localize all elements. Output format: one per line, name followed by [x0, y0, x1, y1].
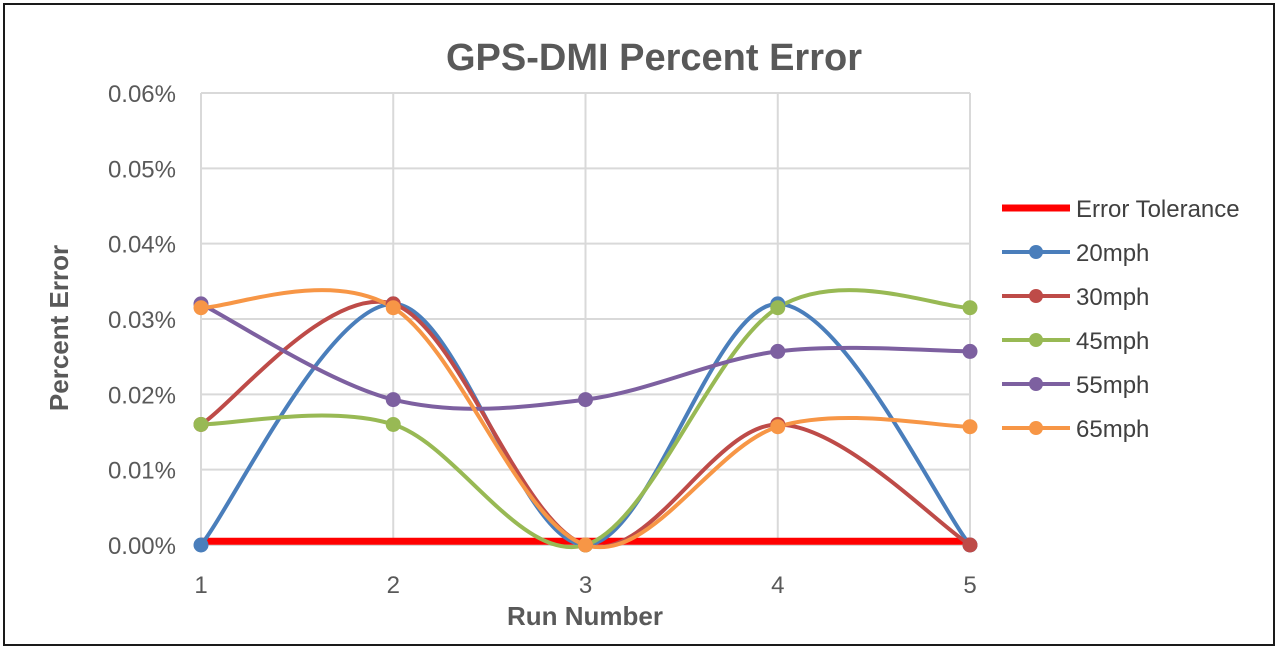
- x-axis-label: Run Number: [507, 601, 663, 631]
- data-point-65mph: [193, 300, 209, 316]
- data-point-55mph: [770, 343, 786, 359]
- legend: Error Tolerance 20mph 30mph 45mph 55mph 65mph: [1002, 196, 1240, 443]
- x-tick-label: 1: [194, 572, 207, 599]
- y-tick-label: 0.02%: [108, 382, 176, 409]
- data-point-45mph: [385, 416, 401, 432]
- x-tick-label: 5: [963, 572, 976, 599]
- legend-label-55mph: 55mph: [1076, 372, 1149, 399]
- x-axis-ticks: 1 2 3 4 5: [194, 572, 976, 599]
- x-tick-label: 3: [579, 572, 592, 599]
- data-point-55mph: [385, 392, 401, 408]
- legend-marker-20mph: [1029, 245, 1043, 259]
- gridlines: [200, 92, 971, 546]
- series-markers: [193, 296, 978, 553]
- data-point-45mph: [770, 300, 786, 316]
- y-tick-label: 0.05%: [108, 156, 176, 183]
- data-point-30mph: [962, 537, 978, 553]
- legend-marker-65mph: [1029, 421, 1043, 435]
- data-point-45mph: [962, 300, 978, 316]
- legend-label-20mph: 20mph: [1076, 240, 1149, 267]
- y-tick-label: 0.04%: [108, 232, 176, 259]
- data-point-45mph: [193, 416, 209, 432]
- x-tick-label: 4: [771, 572, 784, 599]
- legend-marker-45mph: [1029, 333, 1043, 347]
- data-point-55mph: [962, 343, 978, 359]
- legend-marker-55mph: [1029, 377, 1043, 391]
- legend-label-65mph: 65mph: [1076, 416, 1149, 443]
- chart-title: GPS-DMI Percent Error: [446, 37, 862, 79]
- data-point-65mph: [962, 419, 978, 435]
- legend-label-error-tolerance: Error Tolerance: [1076, 196, 1240, 223]
- legend-marker-30mph: [1029, 289, 1043, 303]
- y-tick-label: 0.03%: [108, 307, 176, 334]
- data-point-65mph: [770, 419, 786, 435]
- data-point-65mph: [385, 300, 401, 316]
- y-tick-label: 0.01%: [108, 458, 176, 485]
- y-axis-label: Percent Error: [44, 245, 74, 411]
- legend-label-45mph: 45mph: [1076, 328, 1149, 355]
- data-point-55mph: [578, 392, 593, 408]
- data-point-20mph: [193, 537, 209, 553]
- legend-label-30mph: 30mph: [1076, 284, 1149, 311]
- y-axis-ticks: 0.00% 0.01% 0.02% 0.03% 0.04% 0.05% 0.06%: [108, 81, 176, 560]
- x-tick-label: 2: [387, 572, 400, 599]
- y-tick-label: 0.06%: [108, 81, 176, 108]
- data-point-65mph: [578, 537, 593, 553]
- y-tick-label: 0.00%: [108, 533, 176, 560]
